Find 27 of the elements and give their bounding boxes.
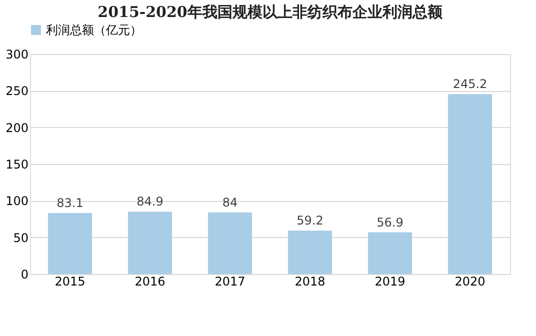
data-label: 84.9 [136,194,164,209]
y-tick-label: 0 [20,268,28,282]
x-tick-label: 2016 [134,274,166,288]
data-label: 245.2 [452,77,488,92]
x-tick-label: 2015 [54,274,86,288]
y-tick-label: 200 [6,120,28,135]
bar [448,94,492,274]
data-label: 83.1 [56,196,84,210]
bar [128,212,172,274]
bar [288,230,332,274]
data-label: 84 [222,195,238,210]
chart-title: 2015-2020年我国规模以上非纺织布企业利润总额 [98,3,444,21]
x-tick-label: 2018 [294,274,326,288]
y-tick-label: 100 [6,194,28,208]
x-tick-label: 2020 [454,274,486,288]
data-label: 59.2 [296,214,324,228]
bar [368,232,412,274]
bar [208,212,252,274]
y-tick-label: 50 [13,230,28,245]
x-tick-label: 2019 [374,274,406,288]
bar [48,213,92,274]
y-tick-label: 250 [6,84,28,98]
y-tick-label: 150 [6,158,28,172]
data-label: 56.9 [376,215,404,230]
legend-label: 利润总额（亿元） [46,23,142,37]
x-tick-label: 2017 [214,274,246,288]
y-tick-label: 300 [6,48,28,62]
